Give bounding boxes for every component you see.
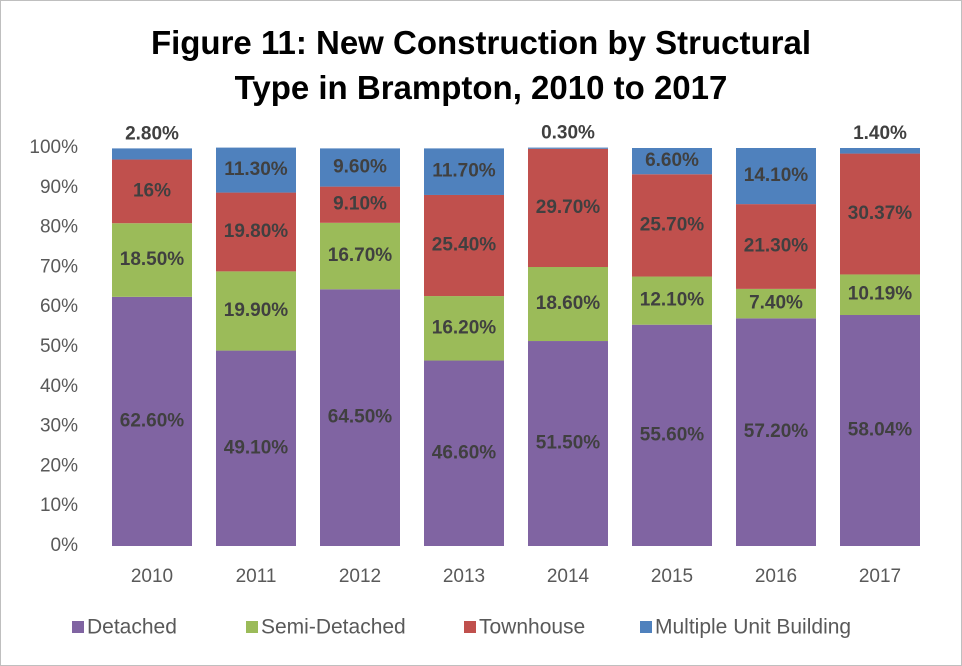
value-label: 18.50% <box>120 249 185 270</box>
value-label: 2.80% <box>125 123 179 144</box>
value-label: 57.20% <box>744 421 809 442</box>
bar-segment <box>840 153 920 275</box>
legend-swatch <box>464 621 476 633</box>
legend-swatch <box>246 621 258 633</box>
value-label: 7.40% <box>749 293 803 314</box>
bar-segment <box>424 296 504 361</box>
value-label: 51.50% <box>536 433 601 454</box>
y-tick-label: 0% <box>51 535 79 556</box>
x-tick-label: 2016 <box>755 566 797 587</box>
value-label: 11.70% <box>432 161 495 182</box>
value-label: 14.10% <box>744 165 809 186</box>
bar-segment <box>424 148 504 195</box>
legend-label: Multiple Unit Building <box>655 616 851 639</box>
bar-segment <box>216 192 296 272</box>
bar-segment <box>112 223 192 297</box>
value-label: 25.70% <box>640 214 705 235</box>
bar-segment <box>632 148 712 175</box>
legend-swatch <box>640 621 652 633</box>
y-tick-label: 90% <box>40 177 78 198</box>
legend-label: Detached <box>87 616 177 639</box>
bar-segment <box>112 148 192 160</box>
value-label: 6.60% <box>645 150 699 171</box>
value-label: 30.37% <box>848 203 913 224</box>
value-label: 16.70% <box>328 245 393 266</box>
legend-swatch <box>72 621 84 633</box>
bar-segment <box>216 271 296 351</box>
x-tick-label: 2012 <box>339 566 381 587</box>
bar-segment <box>736 148 816 205</box>
bar-segment <box>632 174 712 277</box>
value-label: 58.04% <box>848 420 913 441</box>
bar-segment <box>736 318 816 546</box>
bar-segment <box>840 315 920 546</box>
y-tick-label: 60% <box>40 296 78 317</box>
value-label: 0.30% <box>541 123 595 144</box>
y-tick-label: 30% <box>40 416 78 437</box>
value-label: 49.10% <box>224 437 289 458</box>
bar-segment <box>736 204 816 289</box>
bar-segment <box>112 159 192 224</box>
bar-segment <box>320 222 400 290</box>
y-tick-label: 80% <box>40 217 78 238</box>
x-tick-label: 2011 <box>236 566 277 587</box>
bar-segment <box>424 194 504 297</box>
bar-segment <box>112 296 192 546</box>
bar-segment <box>632 324 712 546</box>
value-label: 29.70% <box>536 197 601 218</box>
y-tick-label: 10% <box>40 495 78 516</box>
value-label: 25.40% <box>432 235 497 256</box>
value-label: 16.20% <box>432 317 497 338</box>
y-tick-label: 40% <box>40 376 78 397</box>
x-tick-label: 2010 <box>131 566 173 587</box>
y-tick-label: 70% <box>40 256 78 277</box>
x-tick-label: 2013 <box>443 566 485 587</box>
bar-segment <box>840 274 920 316</box>
value-label: 1.40% <box>853 123 907 144</box>
bar-segment <box>528 341 608 546</box>
value-label: 16% <box>133 180 171 201</box>
value-label: 46.60% <box>432 442 497 463</box>
y-tick-label: 50% <box>40 336 78 357</box>
value-label: 9.60% <box>333 157 387 178</box>
bar-segment <box>736 288 816 319</box>
x-tick-label: 2014 <box>547 566 590 587</box>
bar-segment <box>320 186 400 223</box>
value-label: 9.10% <box>333 194 387 215</box>
bar-segment <box>528 147 608 149</box>
value-label: 62.60% <box>120 410 185 431</box>
bar-segment <box>632 276 712 325</box>
bar-segment <box>840 148 920 154</box>
value-label: 11.30% <box>224 159 287 180</box>
value-label: 19.90% <box>224 300 289 321</box>
y-tick-label: 100% <box>29 137 78 158</box>
y-tick-label: 20% <box>40 455 78 476</box>
value-label: 64.50% <box>328 407 393 428</box>
x-tick-label: 2017 <box>859 566 901 587</box>
value-label: 19.80% <box>224 221 289 242</box>
legend-label: Semi-Detached <box>261 616 406 639</box>
legend-label: Townhouse <box>479 616 585 639</box>
bar-segment <box>528 148 608 268</box>
bar-segment <box>424 360 504 546</box>
value-label: 10.19% <box>848 284 913 305</box>
x-tick-label: 2015 <box>651 566 693 587</box>
bar-segment <box>216 350 296 546</box>
bar-segment <box>320 289 400 546</box>
value-label: 55.60% <box>640 424 705 445</box>
value-label: 21.30% <box>744 236 809 257</box>
chart-title: Figure 11: New Construction by Structura… <box>150 24 812 106</box>
bar-segment <box>528 267 608 342</box>
bar-segment <box>216 147 296 193</box>
bar-segment <box>320 148 400 187</box>
value-label: 12.10% <box>640 290 705 311</box>
value-label: 18.60% <box>536 293 601 314</box>
